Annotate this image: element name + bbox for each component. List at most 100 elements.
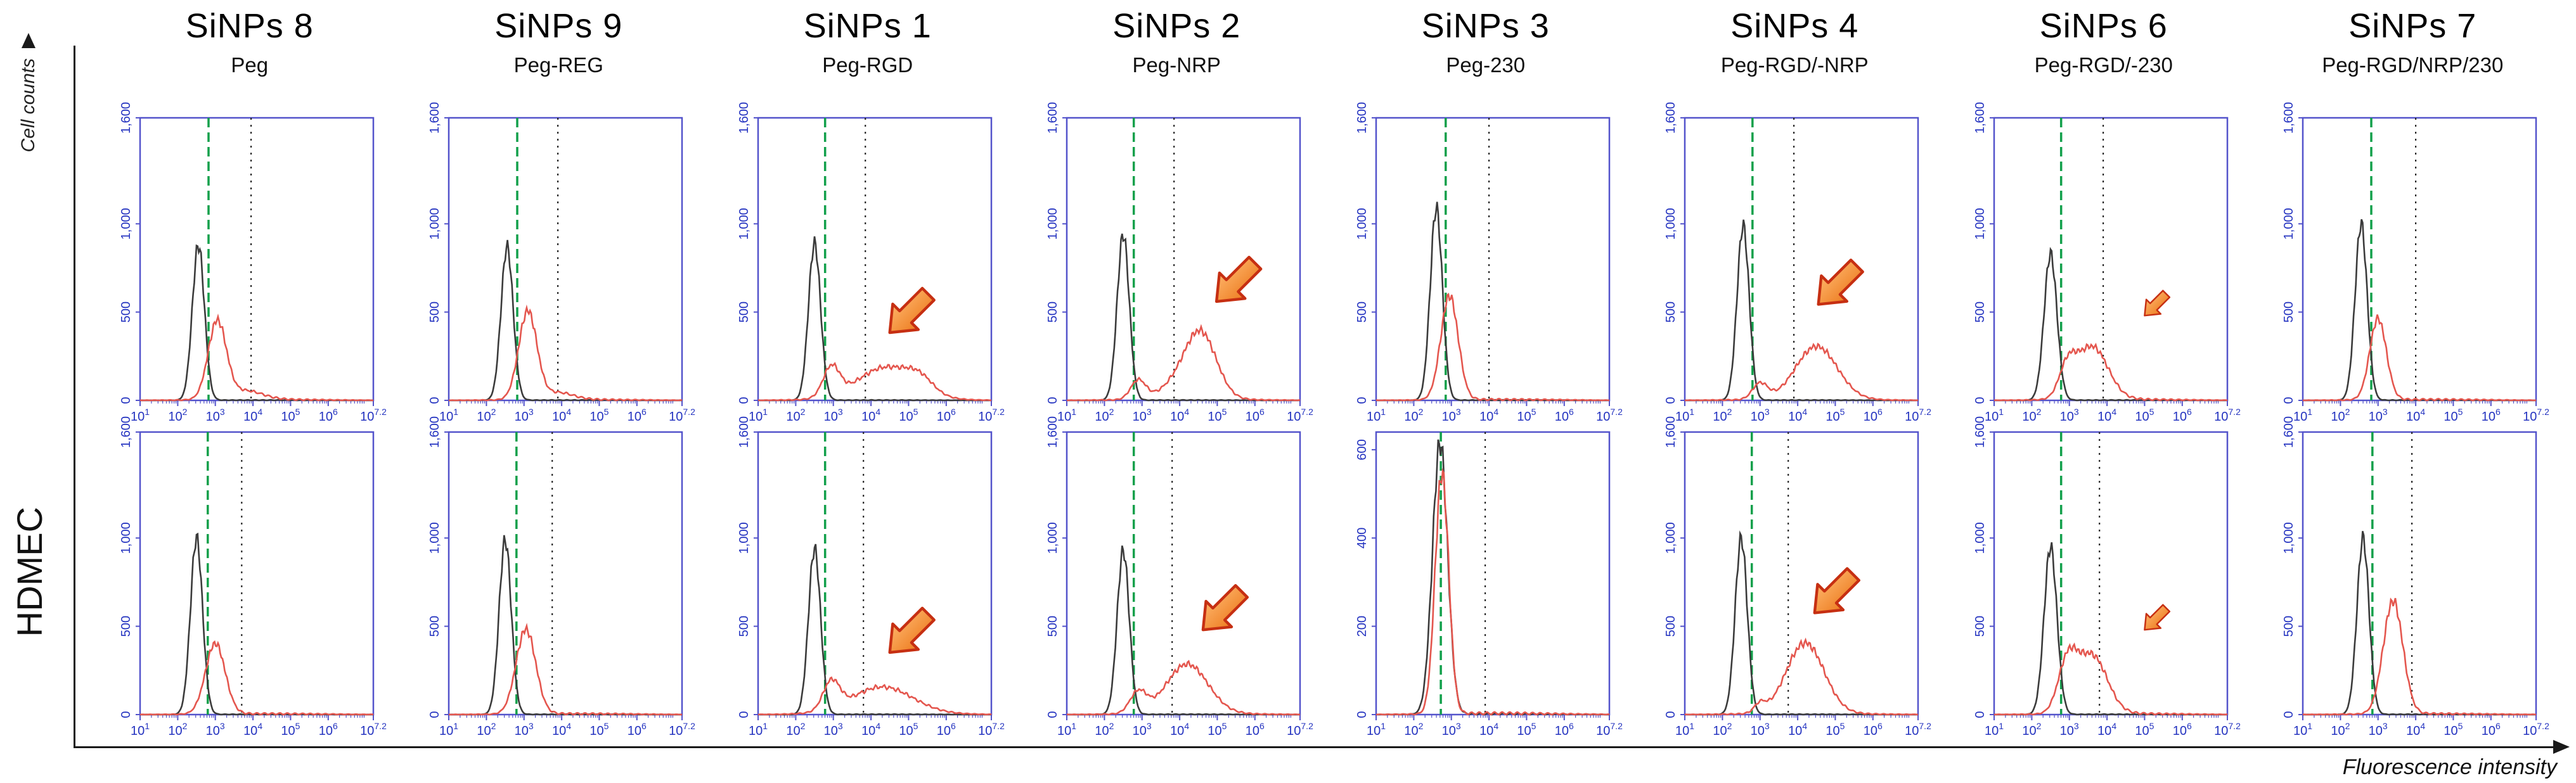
svg-text:0: 0	[737, 397, 751, 404]
svg-text:106: 106	[1555, 721, 1574, 738]
panel-cell-sinps-7-hdmec: 0 500 1,000 1,600 101 102 103 104 105 106 107.2	[2258, 416, 2568, 740]
uptake-highlight-arrow-icon	[2143, 604, 2170, 631]
column-title: SiNPs 2	[1112, 7, 1241, 45]
svg-text:105: 105	[1208, 721, 1227, 738]
svg-text:105: 105	[1208, 407, 1227, 424]
svg-text:106: 106	[1864, 721, 1883, 738]
svg-text:102: 102	[1404, 721, 1423, 738]
column-title: SiNPs 7	[2348, 7, 2477, 45]
svg-text:1,000: 1,000	[737, 208, 751, 239]
sample-curve-red	[2303, 597, 2537, 716]
svg-text:1,000: 1,000	[119, 522, 133, 554]
plot-frame	[757, 431, 992, 716]
x-axis-ticks: 101 102 103 104 105 106 107.2	[1057, 715, 1313, 738]
svg-text:106: 106	[1246, 407, 1265, 424]
svg-text:500: 500	[1046, 616, 1060, 637]
uptake-highlight-arrow-icon	[888, 606, 936, 654]
svg-text:500: 500	[2282, 302, 2296, 322]
svg-text:104: 104	[1479, 407, 1498, 424]
panel-cell-sinps-6-top: 0 500 1,000 1,600 101 102 103 104 105 106 107.2	[1949, 102, 2258, 426]
plot-frame	[2302, 431, 2537, 716]
column-title: SiNPs 8	[185, 7, 314, 45]
svg-text:101: 101	[439, 407, 458, 424]
svg-text:103: 103	[1133, 407, 1152, 424]
svg-text:106: 106	[937, 721, 956, 738]
svg-text:101: 101	[131, 407, 150, 424]
svg-text:1,600: 1,600	[1664, 416, 1678, 448]
svg-text:103: 103	[823, 721, 842, 738]
x-axis-ticks: 101 102 103 104 105 106 107.2	[439, 400, 695, 424]
sample-curve-red	[2303, 314, 2537, 402]
svg-text:1,600: 1,600	[119, 416, 133, 448]
svg-text:0: 0	[119, 397, 133, 404]
x-axis-ticks: 101 102 103 104 105 106 107.2	[439, 715, 695, 738]
svg-text:106: 106	[2173, 721, 2192, 738]
histogram-sinps-2-hdmec: 0 500 1,000 1,600 101 102 103 104 105 106 107.2	[1046, 416, 1313, 738]
svg-text:102: 102	[477, 407, 496, 424]
x-axis-arrowhead-icon	[2553, 740, 2570, 754]
sample-curve-red	[1067, 324, 1301, 402]
svg-text:1,600: 1,600	[119, 102, 133, 134]
histogram-sinps-9-top: 0 500 1,000 1,600 101 102 103 104 105 106 107.2	[428, 102, 695, 424]
control-curve-black	[1685, 219, 1919, 402]
svg-text:104: 104	[2406, 407, 2425, 424]
uptake-highlight-arrow-icon	[1215, 255, 1263, 303]
histogram-sinps-7-hdmec: 0 500 1,000 1,600 101 102 103 104 105 106 107.2	[2282, 416, 2549, 738]
svg-text:103: 103	[1751, 407, 1770, 424]
svg-text:106: 106	[1864, 407, 1883, 424]
column-subtitle: Peg-REG	[513, 53, 603, 77]
histogram-sinps-4-hdmec: 0 500 1,000 1,600 101 102 103 104 105 106 107.2	[1664, 416, 1931, 738]
plot-frame	[1066, 117, 1301, 402]
column-header-7: SiNPs 6 Peg-RGD/-230	[1949, 6, 2258, 77]
x-axis-ticks: 101 102 103 104 105 106 107.2	[1675, 715, 1931, 738]
x-axis-ticks: 101 102 103 104 105 106 107.2	[2293, 715, 2549, 738]
svg-text:1,600: 1,600	[1664, 102, 1678, 134]
x-axis-ticks: 101 102 103 104 105 106 107.2	[1985, 400, 2241, 424]
y-axis-ticks: 0 500 1,000 1,600	[1046, 102, 1067, 404]
svg-text:107.2: 107.2	[669, 407, 695, 424]
svg-text:101: 101	[1675, 407, 1694, 424]
column-header-6: SiNPs 4 Peg-RGD/-NRP	[1640, 6, 1950, 77]
panel-cell-sinps-4-top: 0 500 1,000 1,600 101 102 103 104 105 106 107.2	[1640, 102, 1950, 426]
svg-text:107.2: 107.2	[2214, 721, 2241, 738]
svg-text:0: 0	[2282, 711, 2296, 718]
svg-text:104: 104	[552, 721, 571, 738]
svg-text:103: 103	[2059, 721, 2078, 738]
column-header-5: SiNPs 3 Peg-230	[1331, 6, 1640, 77]
svg-text:103: 103	[2369, 721, 2388, 738]
svg-text:1,000: 1,000	[1046, 208, 1060, 239]
panel-cell-sinps-6-hdmec: 0 500 1,000 1,600 101 102 103 104 105 106 107.2	[1949, 416, 2258, 740]
svg-text:500: 500	[119, 616, 133, 637]
column-header-8: SiNPs 7 Peg-RGD/NRP/230	[2258, 6, 2568, 77]
svg-text:1,000: 1,000	[428, 522, 442, 554]
panel-cell-sinps-9-hdmec: 0 500 1,000 1,600 101 102 103 104 105 106 107.2	[404, 416, 714, 740]
svg-text:500: 500	[119, 302, 133, 322]
svg-text:105: 105	[281, 721, 300, 738]
svg-text:105: 105	[2444, 407, 2463, 424]
svg-text:103: 103	[1441, 407, 1460, 424]
control-curve-black	[757, 544, 991, 716]
x-axis-ticks: 101 102 103 104 105 106 107.2	[2293, 400, 2549, 424]
svg-text:102: 102	[2022, 407, 2041, 424]
svg-text:104: 104	[2097, 721, 2116, 738]
histogram-sinps-8-top: 0 500 1,000 1,600 101 102 103 104 105 106 107.2	[119, 102, 387, 424]
x-axis-ticks: 101 102 103 104 105 106 107.2	[749, 400, 1005, 424]
svg-text:102: 102	[2331, 721, 2350, 738]
svg-text:0: 0	[428, 397, 442, 404]
svg-text:106: 106	[319, 407, 338, 424]
svg-text:101: 101	[1367, 407, 1386, 424]
y-axis-ticks: 0 500 1,000 1,600	[1664, 102, 1685, 404]
svg-text:1,000: 1,000	[737, 522, 751, 554]
column-header-1: SiNPs 8 Peg	[95, 6, 404, 77]
sample-curve-red	[449, 304, 683, 402]
svg-text:0: 0	[2282, 397, 2296, 404]
svg-text:102: 102	[1095, 407, 1114, 424]
sample-curve-red	[1685, 637, 1919, 716]
svg-text:101: 101	[2293, 407, 2312, 424]
svg-text:101: 101	[749, 407, 768, 424]
sample-curve-red	[1993, 343, 2227, 402]
svg-text:0: 0	[1046, 711, 1060, 718]
svg-text:103: 103	[515, 407, 534, 424]
plot-frame	[448, 431, 683, 716]
